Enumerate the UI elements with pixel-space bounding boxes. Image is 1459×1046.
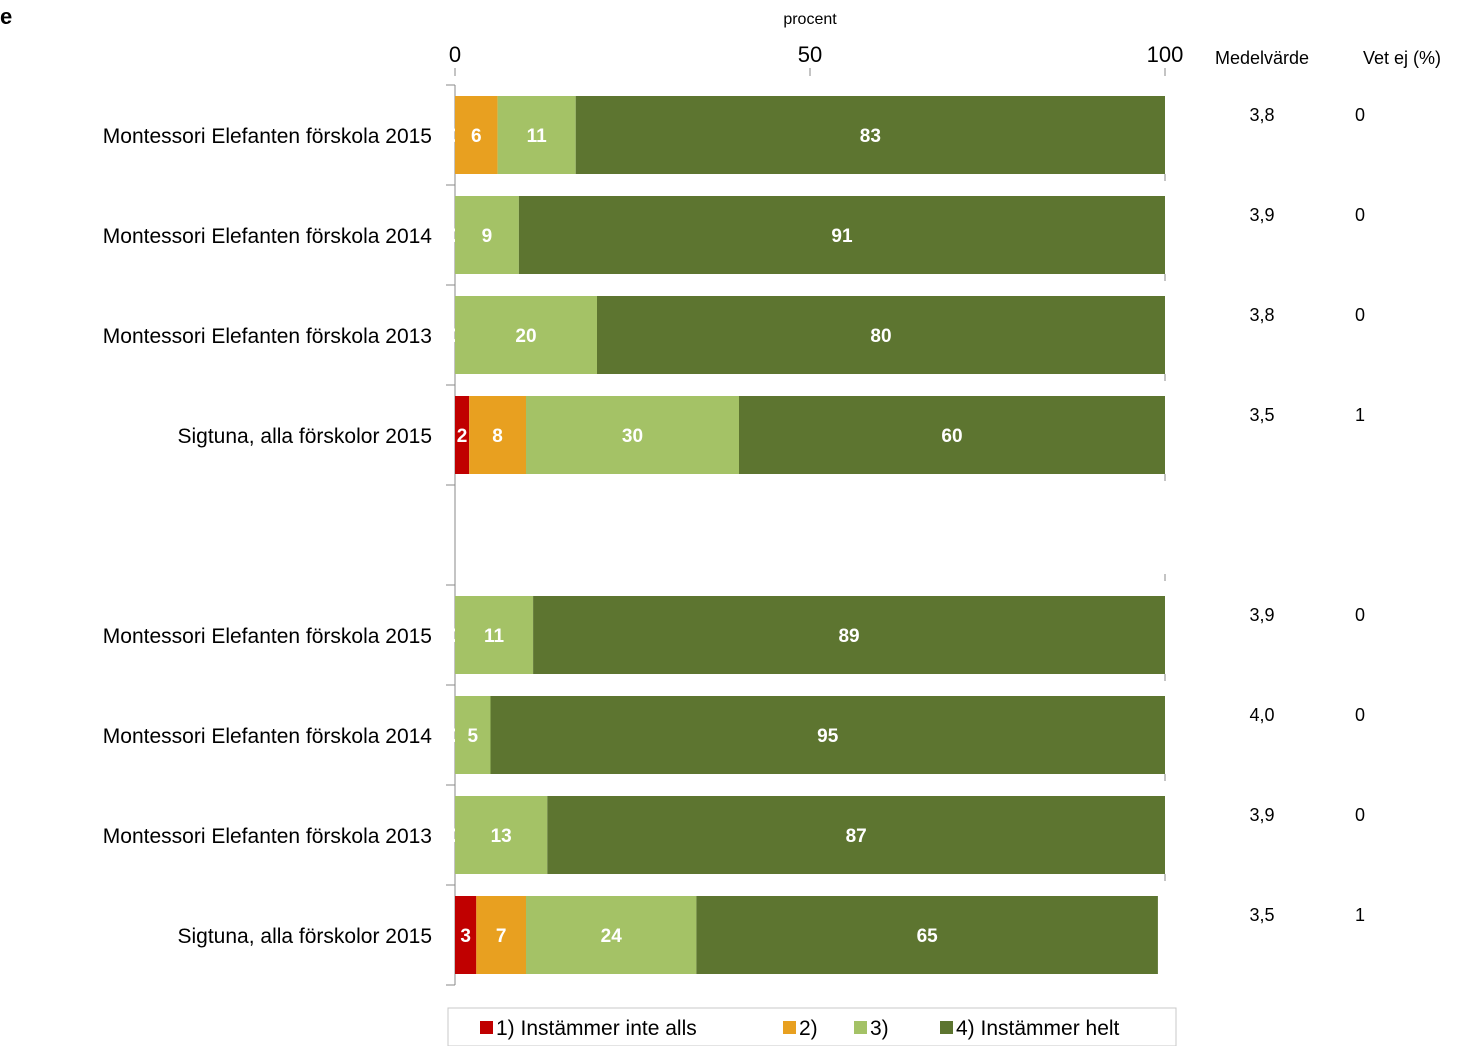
category-label: Montessori Elefanten förskola 2014	[103, 225, 433, 248]
table-cell: 3,8	[1249, 305, 1274, 325]
data-label: 24	[601, 926, 623, 947]
category-label: Montessori Elefanten förskola 2015	[103, 125, 432, 148]
bar-segment	[533, 596, 1165, 674]
bar-segment	[476, 896, 526, 974]
data-label: 20	[515, 326, 536, 347]
bar-segment	[518, 196, 1165, 274]
bar-segment	[526, 396, 739, 474]
data-label: 60	[941, 426, 962, 447]
bar-segment	[469, 396, 526, 474]
x-tick-label: 50	[798, 42, 822, 67]
data-label: 83	[860, 126, 881, 147]
bar-segment	[575, 96, 1165, 174]
legend-box	[447, 1007, 1177, 1046]
data-label: 91	[831, 226, 853, 247]
legend-label: 4) Instämmer helt	[956, 1017, 1120, 1040]
table-cell: 3,9	[1249, 205, 1274, 225]
legend-swatch	[940, 1021, 953, 1034]
table-cell: 0	[1355, 705, 1365, 725]
table-cell: 0	[1355, 805, 1365, 825]
bar-segment	[455, 796, 548, 874]
bar-segment	[455, 596, 534, 674]
bar-segment	[455, 96, 498, 174]
category-label: Sigtuna, alla förskolor 2015	[178, 925, 433, 948]
bar-segment	[547, 796, 1165, 874]
bar-segment	[696, 896, 1158, 974]
legend-swatch	[854, 1021, 867, 1034]
bar-segment	[490, 696, 1165, 774]
bar-segment	[455, 396, 470, 474]
x-tick-label: 0	[449, 42, 461, 67]
bar-segment	[597, 296, 1165, 374]
data-label: 89	[838, 626, 859, 647]
data-label: 13	[491, 826, 512, 847]
x-axis-label: procent	[783, 11, 837, 28]
bar-segment	[455, 196, 519, 274]
data-label: 9	[482, 226, 493, 247]
table-cell: 1	[1355, 905, 1365, 925]
table-cell: 0	[1355, 605, 1365, 625]
data-label: 87	[846, 826, 867, 847]
bar-segment	[739, 396, 1165, 474]
table-cell: 3,9	[1249, 605, 1274, 625]
legend-swatch	[480, 1021, 493, 1034]
data-label: 65	[917, 926, 939, 947]
category-label: Montessori Elefanten förskola 2013	[103, 325, 432, 348]
data-label: 6	[471, 126, 482, 147]
data-label: 2	[457, 426, 468, 447]
category-label: Montessori Elefanten förskola 2013	[103, 825, 432, 848]
x-tick-label: 100	[1147, 42, 1184, 67]
data-label: 3	[460, 926, 471, 947]
table-cell: 0	[1355, 305, 1365, 325]
data-label: 5	[467, 726, 478, 747]
table-cell: 4,0	[1249, 705, 1274, 725]
legend-label: 3)	[870, 1017, 889, 1040]
data-label: 7	[496, 926, 507, 947]
bar-segment	[526, 896, 697, 974]
category-label: Sigtuna, alla förskolor 2015	[178, 425, 433, 448]
data-label: 11	[527, 126, 548, 147]
legend-label: 2)	[799, 1017, 818, 1040]
category-label: Montessori Elefanten förskola 2015	[103, 625, 432, 648]
bar-segment	[455, 696, 491, 774]
data-label: 95	[817, 726, 839, 747]
table-cell: 3,8	[1249, 105, 1274, 125]
table-cell: 0	[1355, 205, 1365, 225]
category-label: Montessori Elefanten förskola 2014	[103, 725, 433, 748]
table-cell: 1	[1355, 405, 1365, 425]
data-label: 30	[622, 426, 643, 447]
table-cell: 0	[1355, 105, 1365, 125]
bar-segment	[455, 296, 597, 374]
legend-label: 1) Instämmer inte alls	[496, 1017, 697, 1040]
table-cell: 3,5	[1249, 405, 1274, 425]
column-header: Vet ej (%)	[1363, 48, 1441, 68]
bar-segment	[455, 896, 477, 974]
chart-title: e	[0, 4, 13, 29]
data-label: 11	[484, 626, 505, 647]
table-cell: 3,5	[1249, 905, 1274, 925]
table-cell: 3,9	[1249, 805, 1274, 825]
column-header: Medelvärde	[1215, 48, 1309, 68]
legend-swatch	[783, 1021, 796, 1034]
data-label: 8	[492, 426, 503, 447]
data-label: 80	[870, 326, 891, 347]
bar-segment	[497, 96, 576, 174]
